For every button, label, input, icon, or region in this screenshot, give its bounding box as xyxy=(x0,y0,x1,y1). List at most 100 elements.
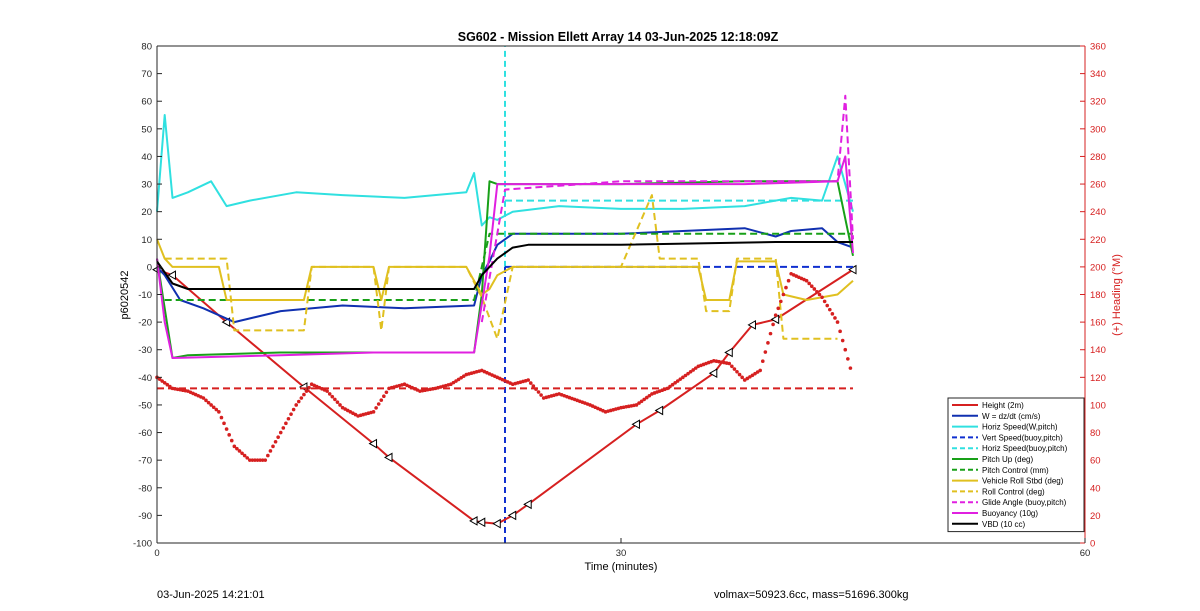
y-tick-label: -100 xyxy=(133,539,152,550)
heading-point xyxy=(222,421,226,426)
heading-point xyxy=(235,446,239,451)
heading-point xyxy=(742,378,747,382)
heading-point xyxy=(201,396,206,400)
heading-point xyxy=(304,389,309,393)
heading-point xyxy=(642,397,646,402)
heading-point xyxy=(784,285,788,290)
heading-point xyxy=(634,403,639,407)
heading-point xyxy=(294,403,299,407)
heading-point xyxy=(371,410,376,414)
heading-point xyxy=(258,458,262,462)
legend-entry: Roll Control (deg) xyxy=(982,487,1045,496)
y-tick-label: 70 xyxy=(141,69,152,80)
heading-point xyxy=(286,416,291,421)
y-tick-label: 80 xyxy=(141,42,152,53)
heading-point xyxy=(639,399,644,404)
series-10 xyxy=(156,155,854,359)
heading-point xyxy=(675,379,680,383)
chart-title: SG602 - Mission Ellett Array 14 03-Jun-2… xyxy=(458,30,779,44)
heading-point xyxy=(773,313,778,318)
heading-point xyxy=(232,444,237,449)
heading-point xyxy=(691,368,695,372)
heading-point xyxy=(771,322,775,327)
legend-entry: Buoyancy (10g) xyxy=(982,509,1038,518)
heading-point xyxy=(229,438,234,443)
heading-point xyxy=(668,384,672,389)
y-tick-label: 0 xyxy=(147,262,152,273)
y2-tick-label: 0 xyxy=(1090,539,1095,550)
series-0 xyxy=(151,264,857,529)
heading-point xyxy=(219,415,224,420)
heading-point xyxy=(260,458,265,462)
series-11 xyxy=(156,241,853,290)
heading-point xyxy=(760,359,765,364)
heading-point xyxy=(528,381,533,385)
heading-point xyxy=(828,307,832,312)
legend-entry: Vert Speed(buoy,pitch) xyxy=(982,433,1063,442)
heading-point xyxy=(382,394,386,399)
heading-point xyxy=(678,377,683,381)
heading-point xyxy=(745,376,750,381)
heading-point xyxy=(248,458,252,462)
y2-tick-label: 300 xyxy=(1090,124,1106,135)
heading-point xyxy=(454,379,458,383)
y-tick-label: -60 xyxy=(138,428,152,439)
series-7 xyxy=(156,238,854,301)
heading-point xyxy=(848,366,853,370)
y2-tick-label: 80 xyxy=(1090,428,1101,439)
heading-point xyxy=(263,458,268,462)
y-tick-label: -40 xyxy=(138,373,152,384)
heading-point xyxy=(817,292,822,297)
heading-point xyxy=(335,400,340,404)
series-13 xyxy=(155,271,853,462)
y2-tick-label: 220 xyxy=(1090,235,1106,246)
y2-tick-label: 320 xyxy=(1090,97,1106,108)
heading-point xyxy=(815,289,819,294)
legend-entry: W = dz/dt (cm/s) xyxy=(982,412,1041,421)
heading-point xyxy=(644,395,649,400)
height-marker xyxy=(492,518,501,529)
heading-point xyxy=(768,331,773,336)
heading-point xyxy=(333,397,337,402)
y2-tick-label: 100 xyxy=(1090,400,1106,411)
heading-point xyxy=(384,390,389,395)
y2-tick-label: 120 xyxy=(1090,373,1106,384)
legend-entry: Glide Angle (buoy,pitch) xyxy=(982,498,1067,507)
x-tick-label: 30 xyxy=(616,548,627,559)
legend-entry: Horiz Speed(buoy,pitch) xyxy=(982,444,1068,453)
heading-point xyxy=(727,361,732,366)
y-tick-label: -80 xyxy=(138,483,152,494)
heading-point xyxy=(637,401,641,405)
heading-point xyxy=(753,371,757,376)
heading-point xyxy=(531,384,536,388)
heading-point xyxy=(833,316,837,320)
legend-entry: Horiz Speed(W,pitch) xyxy=(982,423,1058,432)
heading-point xyxy=(456,377,461,382)
heading-point xyxy=(526,378,530,382)
legend-entry: Vehicle Roll Stbd (deg) xyxy=(982,477,1064,486)
y2-tick-label: 260 xyxy=(1090,180,1106,191)
heading-point xyxy=(284,421,288,426)
series-line-9 xyxy=(480,94,854,323)
y2-tick-label: 180 xyxy=(1090,290,1106,301)
series-line-2 xyxy=(156,114,854,227)
legend-entry: Pitch Control (mm) xyxy=(982,466,1049,475)
heading-point xyxy=(807,281,811,286)
heading-point xyxy=(647,393,652,398)
y2-tick-label: 200 xyxy=(1090,262,1106,273)
height-marker xyxy=(631,419,640,430)
heading-point xyxy=(245,456,250,460)
heading-point xyxy=(735,370,739,374)
heading-point xyxy=(250,458,255,462)
heading-point xyxy=(240,451,244,456)
heading-point xyxy=(299,396,304,400)
heading-point xyxy=(273,439,278,444)
heading-point xyxy=(539,393,543,397)
x-tick-label: 0 xyxy=(154,548,159,559)
y-tick-label: -90 xyxy=(138,511,152,522)
heading-point xyxy=(266,453,270,458)
height-marker xyxy=(747,320,756,330)
heading-point xyxy=(670,382,675,387)
y-tick-label: 10 xyxy=(141,235,152,246)
heading-point xyxy=(449,382,453,387)
